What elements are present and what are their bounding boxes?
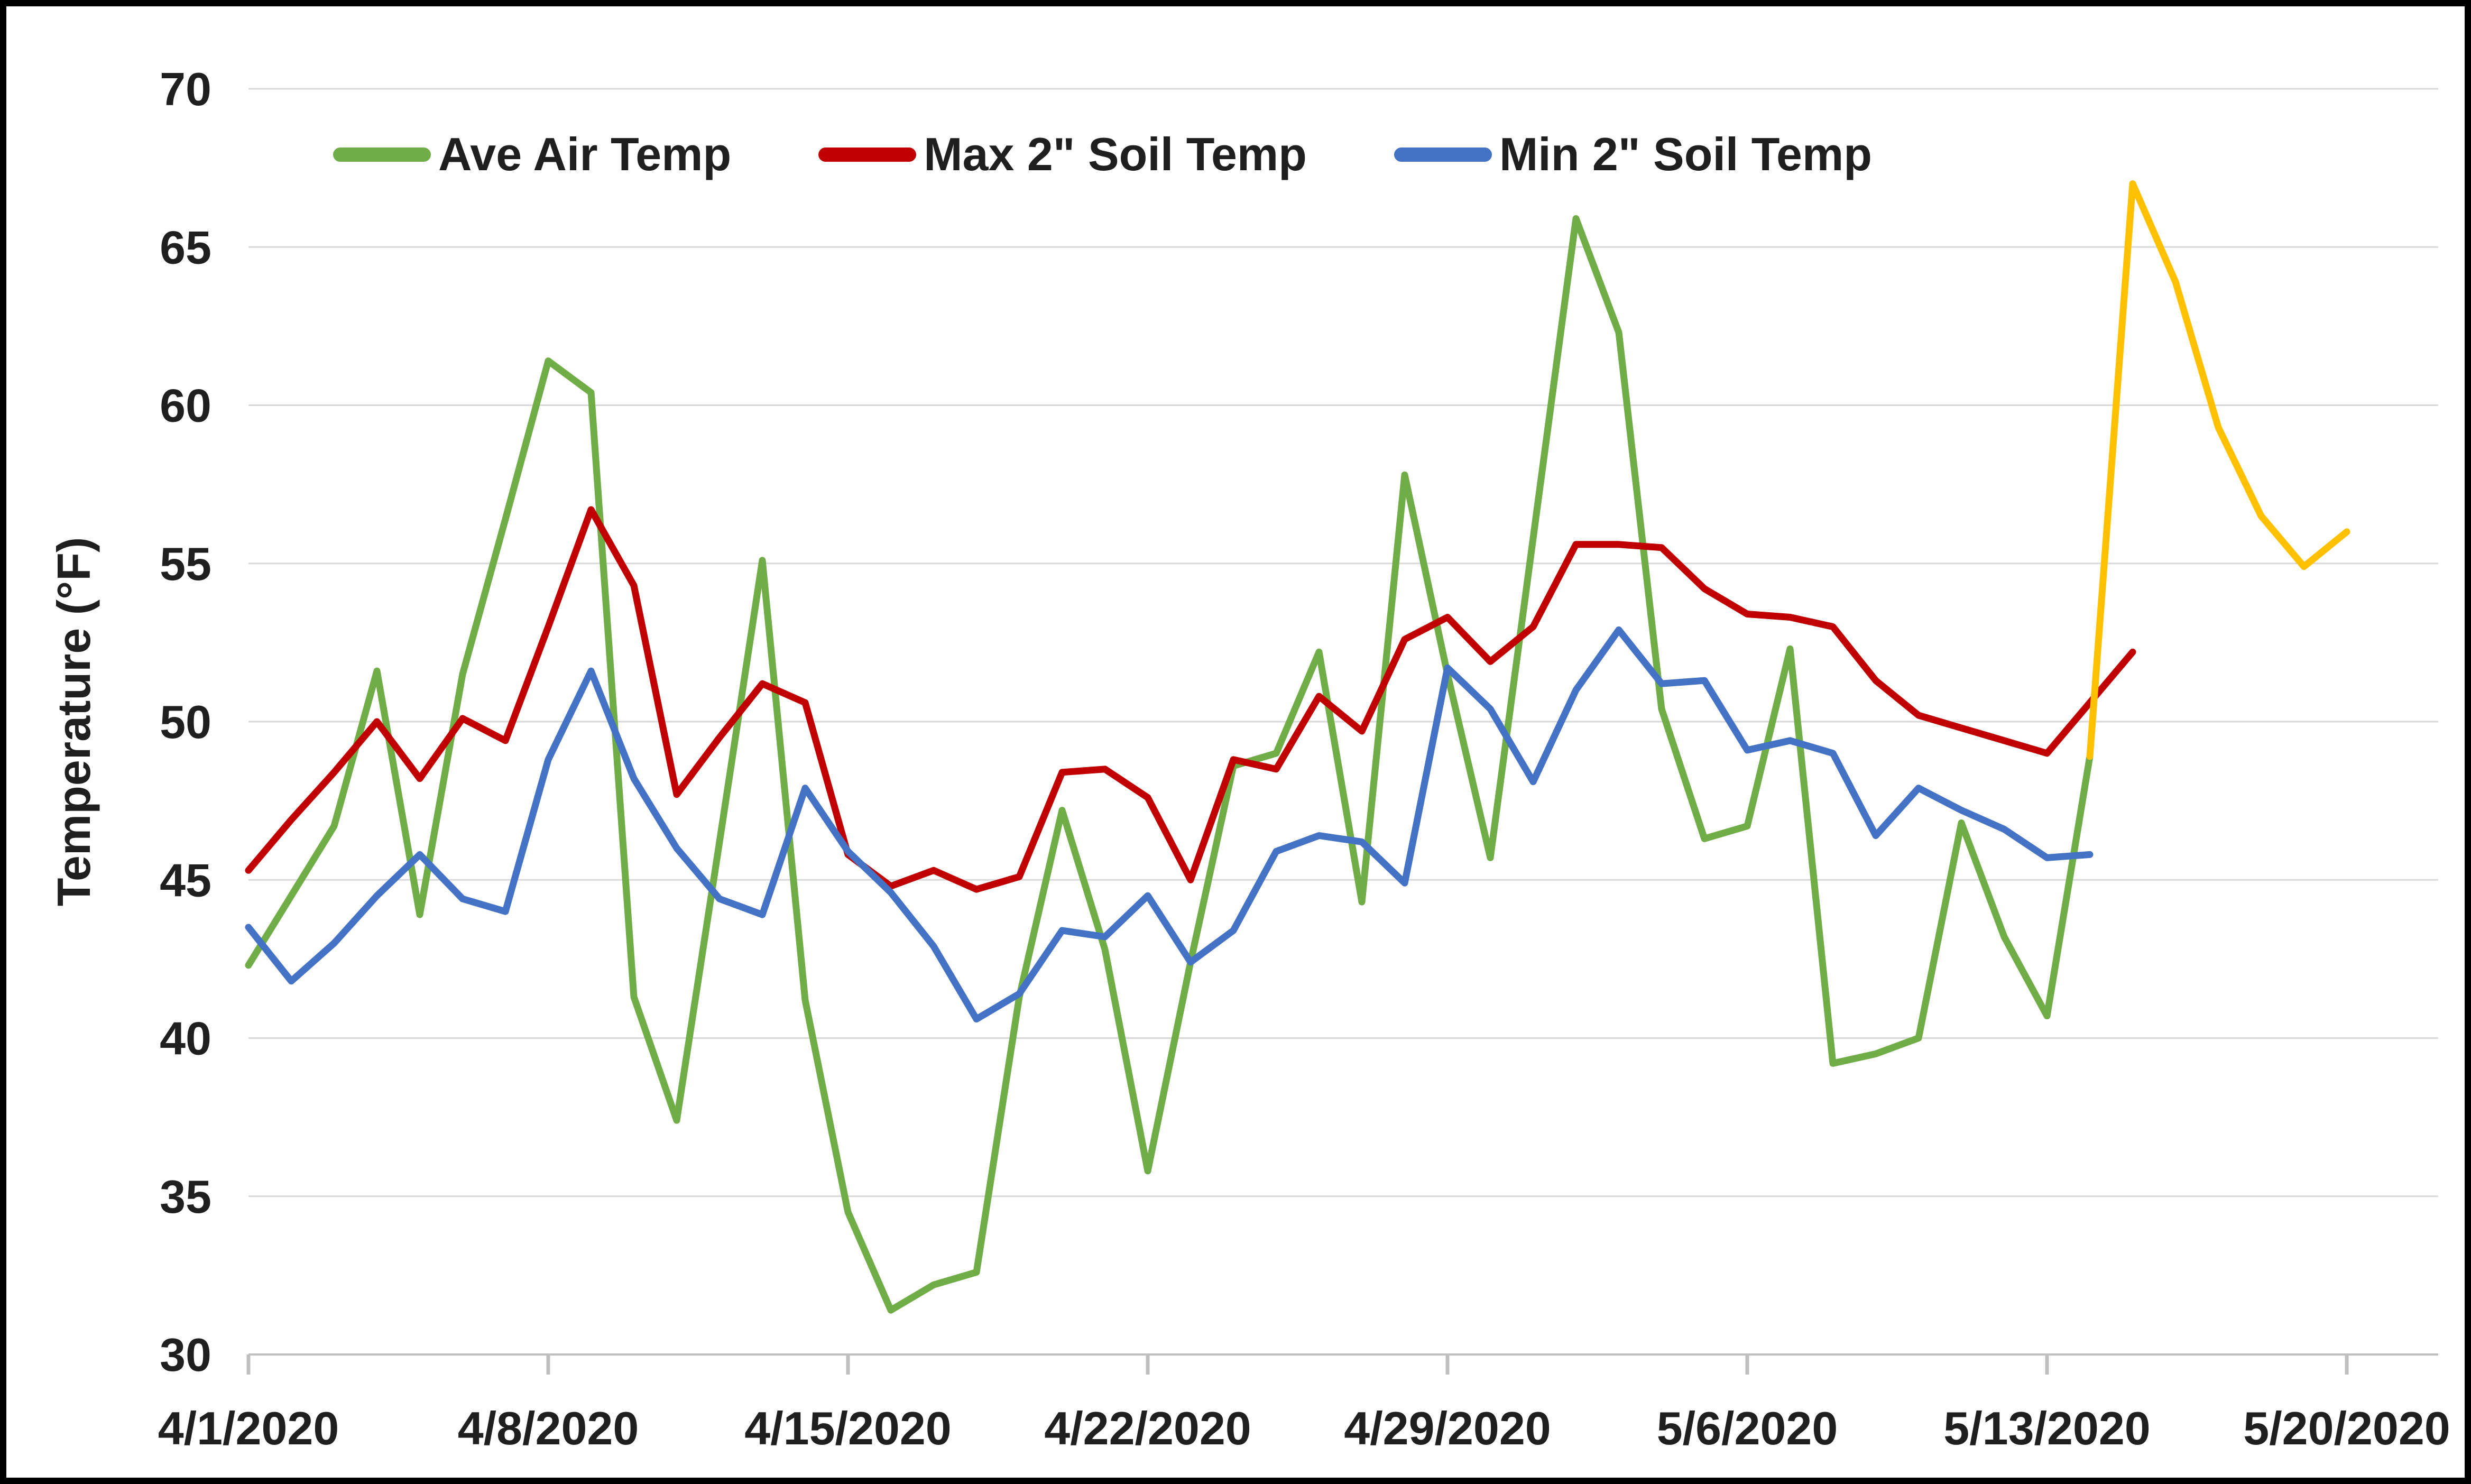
x-tick-label-4/1/2020: 4/1/2020	[158, 1402, 339, 1454]
y-tick-label-60: 60	[160, 380, 211, 432]
y-tick-label-50: 50	[160, 696, 211, 748]
gridlines-layer	[248, 88, 2438, 1356]
y-tick-label-45: 45	[160, 854, 211, 906]
y-tick-label-55: 55	[160, 538, 211, 590]
legend-swatch-red-line-icon	[818, 147, 917, 162]
y-tick-label-70: 70	[160, 63, 211, 115]
legend-item-ave-air-temp: Ave Air Temp	[333, 131, 731, 178]
x-tick-label-5/20/2020: 5/20/2020	[2243, 1402, 2450, 1454]
x-tick-label-4/8/2020: 4/8/2020	[458, 1402, 639, 1454]
x-tick-label-4/29/2020: 4/29/2020	[1344, 1402, 1551, 1454]
legend-swatch-blue-line-icon	[1394, 147, 1492, 162]
x-tick-label-5/13/2020: 5/13/2020	[1943, 1402, 2151, 1454]
legend: Ave Air Temp Max 2" Soil Temp Min 2" Soi…	[333, 131, 1872, 178]
legend-item-max-soil-temp: Max 2" Soil Temp	[818, 131, 1307, 178]
series-line-forecast-yellow	[2086, 180, 2350, 760]
legend-item-min-soil-temp: Min 2" Soil Temp	[1394, 131, 1872, 178]
y-tick-label-65: 65	[160, 221, 211, 273]
legend-swatch-green-line-icon	[333, 147, 431, 162]
y-tick-label-30: 30	[160, 1329, 211, 1381]
legend-label-max-soil-temp: Max 2" Soil Temp	[924, 128, 1307, 180]
series-line-ave-air-temp	[245, 215, 2094, 1314]
x-tick-label-4/15/2020: 4/15/2020	[744, 1402, 952, 1454]
legend-label-min-soil-temp: Min 2" Soil Temp	[1499, 128, 1872, 180]
x-tick-label-4/22/2020: 4/22/2020	[1044, 1402, 1251, 1454]
axis-layer: 30 35 40 45 50 55 60 65 70 4/1/2020 4/8/2020 4/15/2…	[158, 63, 2450, 1454]
y-tick-label-40: 40	[160, 1012, 211, 1065]
y-tick-label-35: 35	[160, 1170, 211, 1223]
x-tick-label-5/6/2020: 5/6/2020	[1657, 1402, 1838, 1454]
series-layer	[245, 180, 2350, 1314]
y-axis-title: Temperature (°F)	[48, 537, 100, 907]
series-line-min-2in-soil-temp	[245, 626, 2094, 1023]
series-line-max-2in-soil-temp	[245, 506, 2136, 893]
legend-label-ave-air-temp: Ave Air Temp	[438, 128, 732, 180]
